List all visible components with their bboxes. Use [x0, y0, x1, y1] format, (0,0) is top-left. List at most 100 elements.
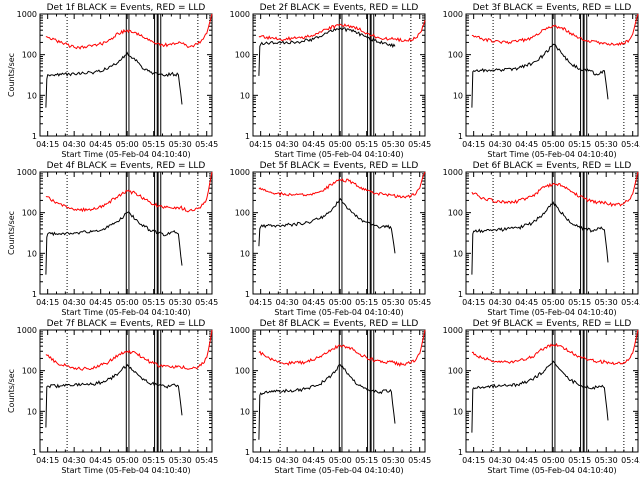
x-axis-label: Start Time (05-Feb-04 04:10:40)	[61, 308, 190, 317]
gap-marker-box	[125, 171, 130, 295]
gap-marker-box	[338, 329, 343, 453]
y-tick-label: 10	[453, 407, 463, 416]
y-tick-label: 100	[235, 367, 250, 376]
x-tick-label: 05:15	[355, 140, 378, 149]
events-series-line	[258, 364, 396, 440]
y-axis-label: Counts/sec	[7, 211, 16, 255]
plot-title: Det 9f BLACK = Events, RED = LLD	[473, 319, 632, 329]
x-axis-label: Start Time (05-Feb-04 04:10:40)	[274, 466, 403, 475]
x-axis-label: Start Time (05-Feb-04 04:10:40)	[274, 150, 403, 159]
plot-panel: Det 1f BLACK = Events, RED = LLD 1 10 100 10…	[7, 3, 218, 159]
y-tick-label: 10	[240, 407, 250, 416]
x-tick-label: 04:45	[89, 298, 112, 307]
y-tick-label: 1000	[17, 168, 37, 177]
y-tick-label: 1000	[17, 326, 37, 335]
events-series-line	[258, 27, 396, 76]
y-tick-label: 1000	[443, 326, 463, 335]
gap-marker-box	[580, 171, 584, 295]
gap-marker-box	[580, 329, 584, 453]
gap-marker-box	[125, 329, 130, 453]
y-tick-label: 1000	[230, 10, 250, 19]
x-tick-label: 05:15	[142, 298, 165, 307]
lld-series-line	[258, 20, 426, 43]
y-tick-label: 100	[448, 209, 463, 218]
y-tick-label: 1000	[17, 10, 37, 19]
y-tick-label: 1	[32, 132, 37, 141]
y-tick-label: 100	[22, 51, 37, 60]
x-axis-label: Start Time (05-Feb-04 04:10:40)	[61, 466, 190, 475]
x-tick-label: 05:15	[142, 456, 165, 465]
lld-series-line	[258, 329, 426, 367]
x-tick-label: 05:00	[329, 140, 352, 149]
x-tick-label: 04:30	[63, 140, 86, 149]
y-tick-label: 10	[453, 91, 463, 100]
events-series-line	[258, 197, 396, 254]
y-tick-label: 100	[448, 51, 463, 60]
x-tick-label: 05:00	[329, 298, 352, 307]
x-tick-label: 05:45	[408, 140, 431, 149]
gap-marker-box	[580, 13, 584, 137]
x-tick-label: 05:15	[568, 140, 591, 149]
x-tick-label: 04:15	[462, 140, 485, 149]
x-tick-label: 04:45	[515, 140, 538, 149]
gap-marker-box	[338, 13, 343, 137]
x-tick-label: 05:30	[169, 298, 192, 307]
plot-panel: Det 6f BLACK = Events, RED = LLD 1 10 100 10…	[443, 161, 640, 317]
x-tick-label: 04:15	[462, 298, 485, 307]
y-tick-label: 1	[32, 448, 37, 457]
y-tick-label: 1	[245, 448, 250, 457]
x-axis-label: Start Time (05-Feb-04 04:10:40)	[61, 150, 190, 159]
events-series-line	[471, 201, 609, 275]
lld-series-line	[471, 329, 639, 366]
plot-title: Det 2f BLACK = Events, RED = LLD	[260, 3, 419, 13]
x-tick-label: 04:15	[249, 456, 272, 465]
gap-marker-box	[125, 13, 130, 137]
x-tick-label: 04:30	[276, 456, 299, 465]
gap-marker-box	[154, 329, 158, 453]
y-tick-label: 10	[27, 407, 37, 416]
events-series-line	[45, 51, 183, 108]
x-tick-label: 04:15	[462, 456, 485, 465]
x-tick-label: 04:45	[302, 298, 325, 307]
gap-marker-box	[154, 171, 158, 295]
x-tick-label: 04:30	[489, 298, 512, 307]
x-tick-label: 04:30	[276, 298, 299, 307]
x-tick-label: 05:00	[542, 456, 565, 465]
x-tick-label: 05:45	[195, 456, 218, 465]
x-tick-label: 05:00	[542, 140, 565, 149]
x-tick-label: 05:15	[355, 298, 378, 307]
gap-marker-box	[154, 13, 158, 137]
gap-marker-box	[367, 171, 371, 295]
x-tick-label: 05:00	[116, 140, 139, 149]
x-tick-label: 04:30	[276, 140, 299, 149]
x-axis-label: Start Time (05-Feb-04 04:10:40)	[487, 466, 616, 475]
x-tick-label: 05:30	[382, 456, 405, 465]
gap-marker-box	[551, 13, 556, 137]
lld-series-line	[45, 171, 213, 213]
plot-panel: Det 7f BLACK = Events, RED = LLD 1 10 100 10…	[7, 319, 218, 475]
y-axis-label: Counts/sec	[7, 53, 16, 97]
x-tick-label: 04:45	[515, 456, 538, 465]
plot-panel: Det 5f BLACK = Events, RED = LLD 1 10 100 10…	[230, 161, 432, 317]
y-tick-label: 100	[22, 209, 37, 218]
y-tick-label: 1	[458, 132, 463, 141]
events-series-line	[45, 211, 183, 275]
y-tick-label: 10	[240, 249, 250, 258]
x-axis-label: Start Time (05-Feb-04 04:10:40)	[487, 150, 616, 159]
x-tick-label: 05:45	[621, 456, 640, 465]
y-tick-label: 1	[245, 290, 250, 299]
x-tick-label: 04:45	[515, 298, 538, 307]
gap-marker-box	[370, 171, 375, 295]
plot-panel: Det 4f BLACK = Events, RED = LLD 1 10 100 10…	[7, 161, 218, 317]
y-tick-label: 10	[27, 91, 37, 100]
x-tick-label: 04:45	[302, 140, 325, 149]
lld-series-line	[471, 13, 639, 47]
events-series-line	[45, 363, 183, 428]
y-tick-label: 1000	[443, 10, 463, 19]
x-tick-label: 04:45	[89, 140, 112, 149]
plot-panel: Det 2f BLACK = Events, RED = LLD 1 10 100 10…	[230, 3, 432, 159]
y-tick-label: 100	[235, 51, 250, 60]
x-tick-label: 04:30	[63, 456, 86, 465]
x-tick-label: 05:45	[621, 140, 640, 149]
